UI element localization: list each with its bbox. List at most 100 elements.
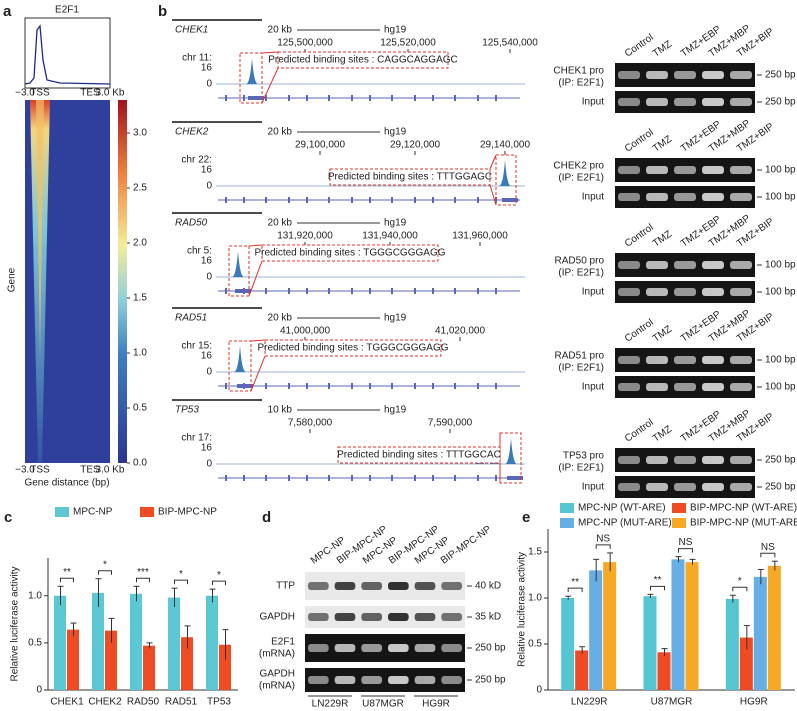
panel-label: b	[158, 3, 167, 20]
exon	[477, 383, 479, 389]
significance: *	[217, 570, 221, 581]
colorbar-tick-label: 3.0	[133, 128, 147, 139]
exon	[351, 197, 353, 203]
exon	[414, 475, 416, 481]
ip-label: (IP: E2F1)	[558, 173, 604, 184]
connector	[489, 154, 497, 170]
ip-label: (IP: E2F1)	[558, 78, 604, 89]
genome-label: hg19	[384, 405, 407, 416]
exon	[507, 476, 523, 480]
bar	[575, 650, 589, 690]
bar	[603, 562, 617, 690]
size-label: 35 kD	[475, 612, 501, 623]
band	[674, 356, 696, 364]
ip-label: RAD51 pro	[555, 351, 605, 362]
group-label: U87MGR	[362, 699, 404, 710]
connector	[489, 184, 497, 206]
band	[361, 644, 382, 652]
significance: *	[179, 569, 183, 580]
exon	[235, 289, 251, 293]
gene-name: CHEK2	[175, 127, 209, 138]
exon	[414, 197, 416, 203]
x-tick-label: −3.0	[15, 465, 35, 476]
bar	[181, 637, 193, 690]
band	[674, 483, 696, 491]
exon	[369, 288, 371, 294]
band	[646, 166, 668, 174]
band	[730, 98, 752, 106]
exon	[328, 383, 330, 389]
band	[702, 383, 724, 391]
y-tick-label: 16	[201, 63, 213, 74]
genome-label: hg19	[384, 313, 407, 324]
chromosome: chr 11:	[182, 53, 212, 64]
highlight-box	[239, 52, 263, 104]
size-label: 40 kD	[475, 581, 501, 592]
significance: NS	[596, 534, 610, 545]
coordinate: 29,120,000	[390, 140, 440, 151]
band	[618, 71, 640, 79]
band	[674, 383, 696, 391]
exon	[477, 95, 479, 101]
exon	[265, 197, 267, 203]
exon	[351, 475, 353, 481]
band	[702, 288, 724, 296]
band	[334, 613, 356, 621]
y-tick-label: 0	[206, 459, 212, 470]
exon	[495, 288, 497, 294]
band	[308, 613, 329, 621]
connector	[250, 355, 266, 392]
y-tick-label: 0	[36, 685, 42, 696]
bar	[67, 629, 79, 690]
band	[334, 676, 356, 684]
band	[674, 456, 696, 464]
exon	[369, 383, 371, 389]
band	[730, 71, 752, 79]
profile-frame	[24, 17, 111, 89]
exon	[306, 475, 308, 481]
ip-label: (IP: E2F1)	[558, 268, 604, 279]
band	[618, 356, 640, 364]
band	[646, 98, 668, 106]
bar	[143, 645, 155, 690]
band	[618, 483, 640, 491]
bar	[561, 598, 575, 690]
exon	[225, 95, 227, 101]
exon	[265, 383, 267, 389]
gene-name: CHEK1	[175, 25, 208, 36]
exon	[495, 383, 497, 389]
bar	[685, 562, 699, 690]
site-box	[277, 51, 449, 69]
y-tick-label: 0.5	[28, 637, 42, 648]
lane-label: Control	[623, 32, 656, 60]
band	[646, 193, 668, 201]
band	[618, 288, 640, 296]
exon	[288, 288, 290, 294]
exon	[265, 288, 267, 294]
exon	[265, 95, 267, 101]
sig-bracket	[60, 577, 74, 583]
legend-label: MPC-NP (WT-ARE)	[578, 503, 666, 514]
band	[388, 644, 409, 652]
x-tick-label: TP53	[207, 697, 231, 708]
band	[618, 261, 640, 269]
exon	[454, 95, 456, 101]
exon	[414, 383, 416, 389]
bar	[643, 596, 657, 690]
coordinate: 7,590,000	[428, 418, 473, 429]
bar	[739, 637, 753, 690]
panel-label: c	[4, 509, 12, 526]
band	[702, 483, 724, 491]
ip-label: (IP: E2F1)	[558, 463, 604, 474]
x-tick-label: 3.0 Kb	[96, 465, 125, 476]
bar	[54, 595, 66, 690]
input-label: Input	[582, 97, 604, 108]
scale-label: 20 kb	[268, 218, 293, 229]
row-label: TTP	[276, 581, 295, 592]
band	[730, 456, 752, 464]
sig-bracket	[650, 585, 665, 591]
exon	[328, 197, 330, 203]
bar	[767, 565, 781, 690]
ip-label: RAD50 pro	[555, 256, 605, 267]
y-axis-title: Relative luciferase activity	[10, 566, 21, 681]
